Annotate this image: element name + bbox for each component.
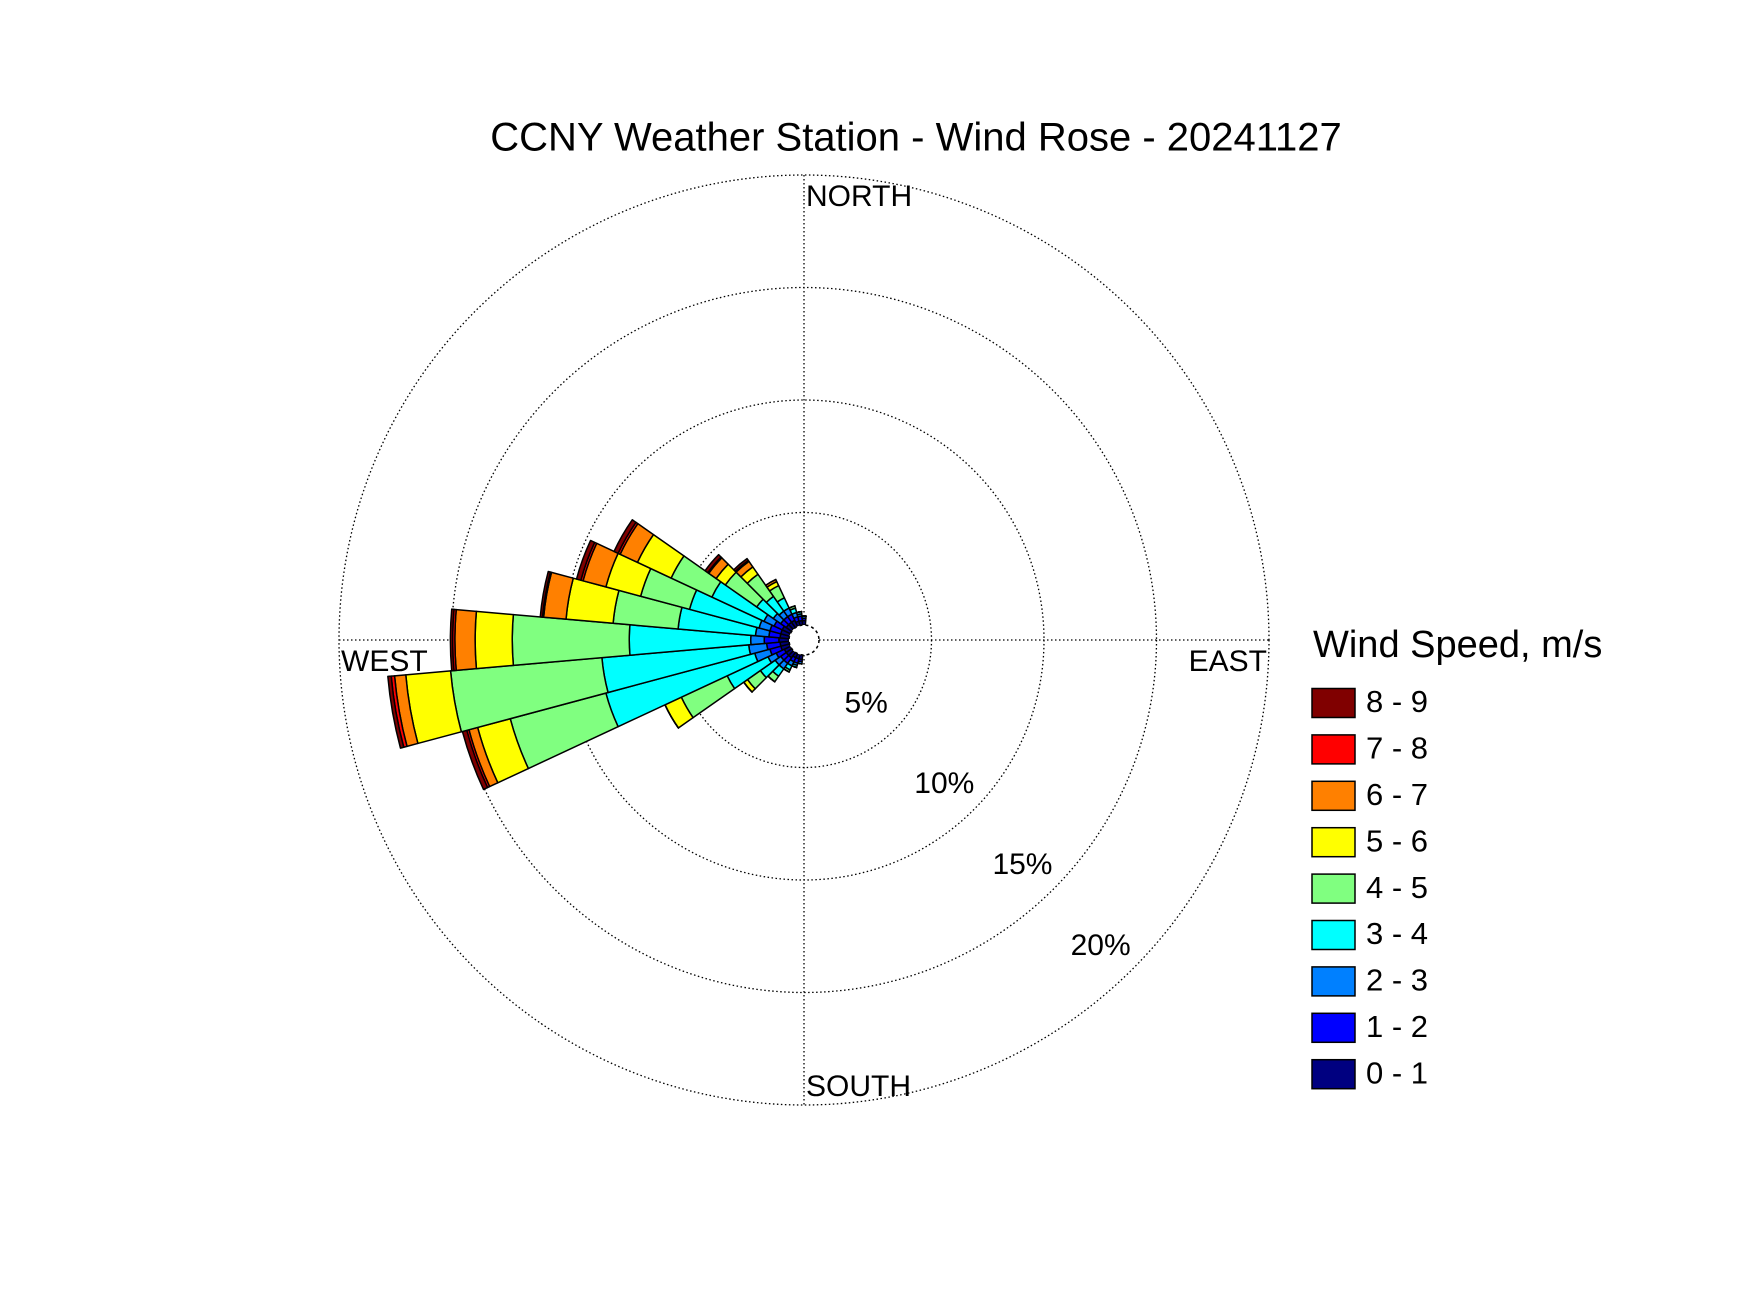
r-tick-label: 20% (1071, 929, 1131, 962)
r-tick-label: 10% (914, 767, 974, 800)
legend-swatch (1311, 919, 1356, 951)
legend-swatch (1311, 780, 1356, 812)
petal-segment (795, 610, 803, 614)
legend-label: 8 - 9 (1366, 684, 1428, 719)
legend-label: 5 - 6 (1366, 823, 1428, 858)
legend-label: 6 - 7 (1366, 777, 1428, 812)
grid-circle (338, 174, 1270, 1106)
legend-swatch (1311, 1058, 1356, 1090)
chart-title: CCNY Weather Station - Wind Rose - 20241… (490, 116, 1342, 160)
legend-label: 0 - 1 (1366, 1055, 1428, 1090)
petal-segment (449, 608, 455, 672)
petal-segment (764, 578, 777, 587)
center-hole (788, 624, 820, 656)
direction-label: WEST (341, 645, 428, 678)
petal-segment (474, 610, 515, 670)
legend-swatch (1311, 1012, 1356, 1044)
legend-swatch (1311, 734, 1356, 765)
legend-swatch (1311, 687, 1356, 719)
grid-circle (563, 399, 1045, 881)
petal-segment (704, 553, 722, 574)
direction-label: EAST (1189, 645, 1267, 678)
legend-label: 4 - 5 (1366, 870, 1428, 905)
direction-label: SOUTH (806, 1070, 911, 1103)
petal-segment (454, 608, 478, 672)
petal-segment (788, 605, 796, 609)
legend-label: 3 - 4 (1366, 916, 1428, 951)
r-tick-label: 5% (844, 686, 887, 719)
legend-label: 1 - 2 (1366, 1009, 1428, 1044)
petal-segment (387, 675, 405, 749)
petal-segment (613, 519, 637, 555)
petal-segment (575, 539, 596, 581)
legend-label: 2 - 3 (1366, 963, 1428, 998)
grid-circle (450, 286, 1158, 994)
legend-label: 7 - 8 (1366, 731, 1428, 766)
direction-label: NORTH (806, 180, 912, 213)
petal-segment (732, 557, 750, 573)
r-tick-label: 15% (992, 848, 1052, 881)
petals (387, 519, 807, 791)
legend-swatch (1311, 873, 1356, 904)
legend-title: Wind Speed, m/s (1313, 624, 1602, 666)
legend-swatch (1311, 966, 1356, 997)
legend-swatch (1311, 826, 1356, 858)
petal-segment (539, 570, 552, 618)
